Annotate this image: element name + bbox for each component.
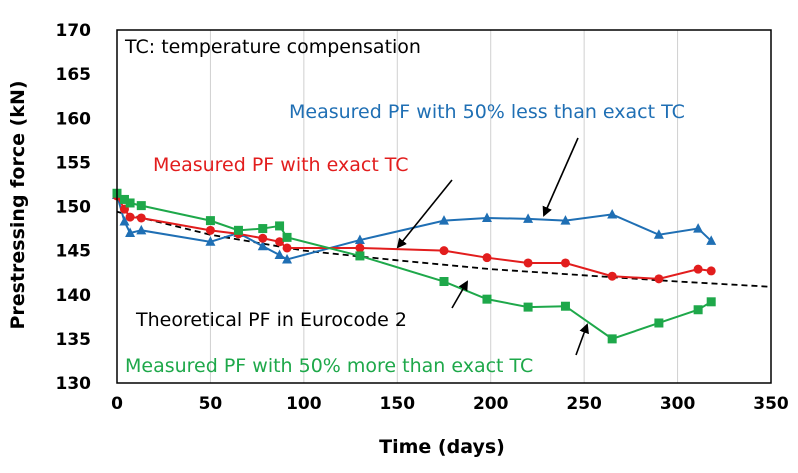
data-point	[125, 212, 135, 222]
data-point	[653, 229, 664, 239]
annotation-less-tc: Measured PF with 50% less than exact TC	[289, 101, 685, 123]
y-tick-label: 130	[56, 374, 92, 394]
x-tick-label: 200	[473, 394, 509, 414]
data-point	[274, 249, 285, 260]
data-point	[706, 235, 717, 245]
plot-area-frame	[116, 29, 772, 384]
data-point	[258, 224, 268, 234]
data-point	[706, 266, 716, 276]
data-point	[205, 236, 216, 246]
annotation-more-tc: Measured PF with 50% more than exact TC	[125, 355, 533, 377]
y-tick-label: 145	[56, 242, 92, 262]
annotation-exact-tc: Measured PF with exact TC	[153, 154, 409, 176]
data-point	[560, 258, 570, 268]
data-point	[560, 301, 570, 311]
data-point	[607, 271, 617, 281]
data-point	[136, 224, 147, 235]
data-point	[693, 223, 704, 233]
data-point	[439, 215, 449, 225]
series-layer	[112, 188, 717, 344]
x-tick-labels: 0 50 100 150 200 250 300 350	[111, 394, 789, 414]
annotation-arrow	[451, 280, 468, 309]
x-tick-label: 350	[753, 394, 789, 414]
data-point	[275, 221, 285, 231]
data-point	[233, 225, 243, 235]
annotation-arrow	[575, 323, 589, 356]
data-point	[282, 253, 293, 264]
data-point	[282, 243, 292, 253]
y-tick-label: 135	[56, 330, 92, 350]
annotation-arrow	[542, 137, 579, 217]
data-point	[355, 251, 365, 261]
data-point	[205, 216, 215, 226]
series-1	[112, 191, 716, 284]
data-point	[482, 253, 492, 263]
x-tick-label: 100	[286, 394, 322, 414]
data-point	[560, 215, 571, 225]
series-2	[112, 188, 716, 344]
data-point	[119, 216, 130, 226]
data-point	[257, 240, 268, 251]
y-tick-label: 150	[56, 198, 92, 218]
y-tick-label: 140	[56, 286, 92, 306]
data-point	[607, 208, 618, 219]
data-point	[282, 232, 292, 242]
x-axis-title: Time (days)	[379, 436, 505, 458]
data-point	[354, 234, 365, 245]
data-point	[654, 274, 664, 284]
annotation-arrow	[396, 179, 453, 249]
data-point	[706, 297, 716, 307]
data-point	[523, 258, 533, 268]
x-tick-label: 150	[380, 394, 416, 414]
data-point	[125, 198, 135, 208]
data-point	[439, 277, 449, 287]
data-point	[136, 201, 146, 211]
data-point	[258, 233, 268, 243]
data-point	[439, 246, 449, 256]
y-axis-title: Prestressing force (kN)	[7, 80, 29, 329]
annotation-eurocode: Theoretical PF in Eurocode 2	[135, 309, 407, 331]
data-point	[523, 302, 533, 312]
data-point	[355, 243, 365, 253]
grid-lines	[209, 30, 679, 383]
data-point	[205, 225, 215, 235]
x-tick-label: 50	[199, 394, 223, 414]
y-tick-label: 155	[56, 153, 92, 173]
y-tick-label: 160	[56, 109, 92, 129]
annotation-tc-note: TC: temperature compensation	[124, 36, 421, 58]
data-point	[482, 294, 492, 304]
data-point	[136, 213, 146, 223]
x-tick-label: 300	[660, 394, 696, 414]
series-line	[116, 195, 712, 280]
data-point	[607, 334, 617, 344]
data-point	[654, 318, 664, 328]
data-point	[523, 213, 534, 223]
data-point	[275, 237, 285, 247]
x-tick-label: 0	[111, 394, 123, 414]
y-tick-label: 165	[56, 65, 92, 85]
y-tick-labels: 130 135 140 145 150 155 160 165 170	[56, 21, 92, 394]
data-point	[693, 305, 703, 315]
data-point	[481, 212, 492, 222]
y-tick-label: 170	[56, 21, 92, 41]
data-point	[125, 227, 136, 237]
annotation-arrows	[396, 137, 589, 356]
data-point	[119, 194, 129, 204]
data-point	[693, 264, 703, 274]
x-tick-label: 250	[566, 394, 602, 414]
